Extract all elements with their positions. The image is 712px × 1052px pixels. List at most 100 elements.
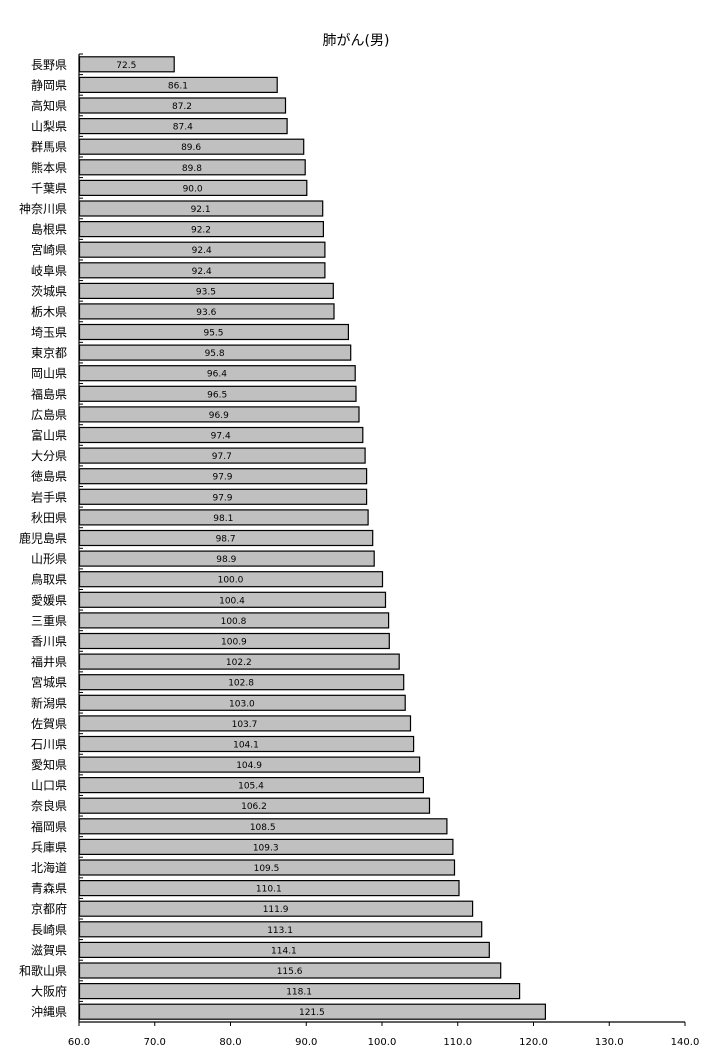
data-label: 108.5 xyxy=(250,823,276,833)
category-label: 熊本県 xyxy=(31,160,67,175)
data-label: 89.6 xyxy=(181,143,201,153)
data-label: 100.8 xyxy=(221,617,247,627)
data-label: 105.4 xyxy=(238,782,264,792)
data-label: 98.7 xyxy=(216,535,236,545)
category-label: 愛媛県 xyxy=(31,593,67,607)
category-label: 沖縄県 xyxy=(31,1004,67,1019)
data-label: 97.9 xyxy=(212,493,232,503)
data-label: 87.2 xyxy=(172,102,192,112)
data-label: 72.5 xyxy=(116,61,136,71)
category-label: 長野県 xyxy=(31,58,67,72)
category-label: 鹿児島県 xyxy=(19,531,67,546)
x-tick-label: 120.0 xyxy=(519,1037,548,1048)
category-label: 埼玉県 xyxy=(31,326,67,340)
category-label: 茨城県 xyxy=(31,284,67,298)
data-label: 100.4 xyxy=(219,596,245,606)
category-label: 青森県 xyxy=(31,881,67,896)
data-label: 114.1 xyxy=(271,946,297,956)
data-label: 96.9 xyxy=(209,411,229,421)
data-label: 111.9 xyxy=(263,905,289,915)
data-label: 95.5 xyxy=(203,329,223,339)
data-label: 96.5 xyxy=(207,390,227,400)
category-label: 石川県 xyxy=(31,738,67,752)
data-label: 109.3 xyxy=(253,843,279,853)
data-label: 102.2 xyxy=(226,658,252,668)
category-label: 栃木県 xyxy=(31,305,67,319)
category-label: 千葉県 xyxy=(31,181,67,195)
category-label: 山口県 xyxy=(31,779,67,793)
data-label: 92.2 xyxy=(191,226,211,236)
category-label: 岩手県 xyxy=(31,489,67,504)
data-label: 87.4 xyxy=(173,123,193,133)
data-label: 104.1 xyxy=(233,741,259,751)
category-label: 北海道 xyxy=(31,860,67,875)
data-label: 103.7 xyxy=(232,720,258,730)
category-label: 岡山県 xyxy=(31,367,67,381)
category-label: 徳島県 xyxy=(31,469,67,484)
category-label: 群馬県 xyxy=(31,140,67,154)
data-label: 93.5 xyxy=(196,287,216,297)
data-label: 98.1 xyxy=(213,514,233,524)
category-label: 滋賀県 xyxy=(31,943,67,957)
data-label: 86.1 xyxy=(168,81,188,91)
category-label: 福島県 xyxy=(31,386,67,401)
data-label: 92.1 xyxy=(191,205,211,215)
category-label: 山形県 xyxy=(31,552,67,566)
category-label: 愛知県 xyxy=(31,758,67,772)
category-label: 鳥取県 xyxy=(31,572,67,587)
data-label: 97.7 xyxy=(212,452,232,462)
category-label: 広島県 xyxy=(31,407,67,422)
x-tick-label: 70.0 xyxy=(144,1037,166,1048)
data-label: 89.8 xyxy=(182,164,202,174)
data-label: 115.6 xyxy=(277,967,303,977)
category-label: 大分県 xyxy=(31,449,67,463)
x-tick-label: 90.0 xyxy=(295,1037,317,1048)
category-label: 長崎県 xyxy=(31,923,67,937)
category-label: 神奈川県 xyxy=(19,202,67,216)
data-label: 106.2 xyxy=(241,802,267,812)
x-tick-label: 110.0 xyxy=(443,1037,472,1048)
category-label: 京都府 xyxy=(31,901,67,916)
category-label: 静岡県 xyxy=(31,78,67,92)
data-label: 104.9 xyxy=(236,761,262,771)
data-label: 100.0 xyxy=(218,576,244,586)
category-label: 佐賀県 xyxy=(31,717,67,731)
category-label: 島根県 xyxy=(31,222,67,237)
category-label: 三重県 xyxy=(31,614,67,628)
category-label: 和歌山県 xyxy=(19,963,67,978)
category-label: 兵庫県 xyxy=(31,840,67,854)
category-label: 秋田県 xyxy=(31,511,67,525)
x-tick-label: 140.0 xyxy=(671,1037,700,1048)
x-tick-label: 80.0 xyxy=(219,1037,241,1048)
data-label: 113.1 xyxy=(267,926,293,936)
category-label: 高知県 xyxy=(31,98,67,113)
category-label: 東京都 xyxy=(31,346,67,360)
x-tick-label: 100.0 xyxy=(368,1037,397,1048)
data-label: 90.0 xyxy=(183,184,203,194)
category-label: 大阪府 xyxy=(31,984,67,999)
category-label: 宮城県 xyxy=(31,675,67,690)
data-label: 93.6 xyxy=(196,308,216,318)
data-label: 97.4 xyxy=(211,432,231,442)
data-label: 100.9 xyxy=(221,638,247,648)
x-tick-label: 60.0 xyxy=(68,1037,90,1048)
x-tick-label: 130.0 xyxy=(595,1037,624,1048)
category-label: 富山県 xyxy=(31,428,67,443)
data-label: 109.5 xyxy=(254,864,280,874)
category-label: 福井県 xyxy=(31,654,67,669)
category-label: 香川県 xyxy=(31,635,67,649)
data-label: 97.9 xyxy=(212,473,232,483)
data-label: 98.9 xyxy=(216,555,236,565)
data-label: 103.0 xyxy=(229,699,255,709)
category-label: 新潟県 xyxy=(31,695,67,710)
data-label: 110.1 xyxy=(256,885,282,895)
category-label: 岐阜県 xyxy=(31,264,67,278)
category-label: 山梨県 xyxy=(31,120,67,134)
data-label: 92.4 xyxy=(192,246,212,256)
data-label: 102.8 xyxy=(228,679,254,689)
category-label: 奈良県 xyxy=(31,798,67,813)
data-label: 121.5 xyxy=(299,1008,325,1018)
category-label: 福岡県 xyxy=(31,819,67,834)
chart-title: 肺がん(男) xyxy=(323,33,390,49)
